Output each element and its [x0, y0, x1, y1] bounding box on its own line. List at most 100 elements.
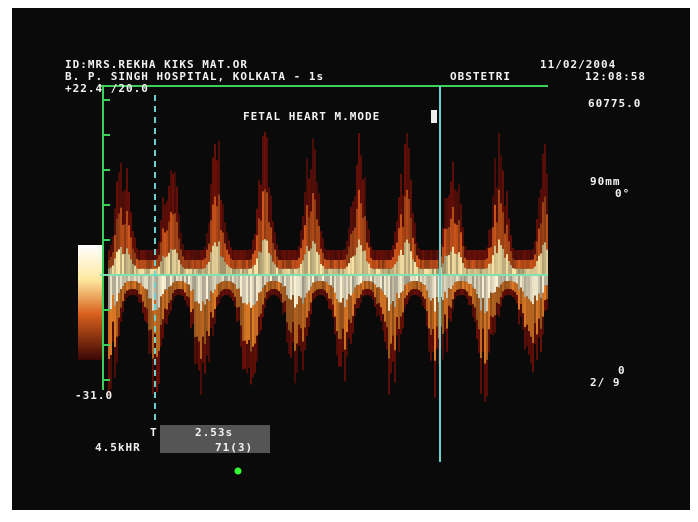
spectrum-column [444, 229, 446, 256]
spectrum-column [338, 275, 340, 302]
spectrum-column [264, 132, 266, 189]
spectrum-column [252, 254, 254, 266]
spectrum-column [198, 260, 200, 269]
spectrum-column [116, 337, 118, 363]
spectrum-column [542, 293, 544, 317]
spectrum-column [538, 229, 540, 256]
spectrum-column [476, 275, 478, 294]
spectrum-column [302, 275, 304, 304]
spectrum-column [262, 288, 264, 305]
spectrum-column [126, 211, 128, 248]
spectrum-column [132, 231, 134, 249]
spectrum-column [314, 282, 316, 291]
spectrum-column [170, 170, 172, 212]
spectrum-column [462, 246, 464, 263]
spectrum-column [412, 281, 414, 289]
spectrum-column [450, 275, 452, 289]
spectrum-column [418, 290, 420, 296]
spectrum-column [118, 213, 120, 249]
spectrum-column [446, 298, 448, 329]
spectrum-column [464, 290, 466, 296]
spectrum-column [462, 227, 464, 246]
spectrum-column [150, 330, 152, 353]
spectrum-column [434, 275, 436, 312]
spectrum-column [260, 185, 262, 221]
spectrum-column [184, 260, 186, 269]
spectrum-column [544, 286, 546, 300]
spectrum-column [350, 234, 352, 258]
spectrum-column [158, 275, 160, 308]
spectrum-column [116, 275, 118, 301]
spectrum-column [300, 328, 302, 351]
spectrum-column [194, 250, 196, 260]
spectrum-column [444, 292, 446, 315]
time-value: 2.53s [195, 426, 233, 439]
spectrum-column [250, 275, 252, 308]
spectrum-column [296, 344, 298, 373]
spectrum-column [178, 214, 180, 238]
spectrum-column [140, 295, 142, 303]
spectrum-column [474, 250, 476, 260]
spectrum-column [206, 275, 208, 299]
spectrum-column [526, 325, 528, 346]
spectrum-column [454, 224, 456, 254]
spectrum-column [158, 241, 160, 254]
spectrum-column [352, 293, 354, 316]
spectrum-column [534, 266, 536, 275]
spectrum-column [232, 275, 234, 283]
spectrum-column [516, 275, 518, 284]
spectrum-column [294, 250, 296, 260]
spectrum-column [274, 233, 276, 250]
spectrum-column [188, 260, 190, 269]
spectrum-column [146, 275, 148, 289]
spectrum-column [366, 289, 368, 295]
spectrum-column [198, 275, 200, 304]
spectrum-column [192, 260, 194, 269]
spectrum-column [260, 275, 262, 292]
spectrum-column [162, 228, 164, 255]
spectrum-column [408, 282, 410, 292]
spectrum-column [262, 275, 264, 288]
spectrum-column [232, 293, 234, 301]
spectrum-column [514, 250, 516, 260]
spectrum-column [270, 289, 272, 295]
spectrum-column [390, 275, 392, 304]
spectrum-column [176, 222, 178, 253]
spectrum-column [172, 214, 174, 249]
spectrum-column [346, 275, 348, 300]
spectrum-column [522, 250, 524, 260]
spectrum-column [446, 229, 448, 256]
spectrum-column [406, 295, 408, 304]
spectrum-column [402, 255, 404, 275]
spectrum-column [144, 260, 146, 269]
spectrum-column [234, 297, 236, 306]
spectrum-column [282, 250, 284, 260]
spectrum-column [486, 311, 488, 360]
spectrum-column [492, 293, 494, 317]
spectrum-column [212, 275, 214, 293]
spectrum-column [242, 303, 244, 341]
spectrum-column [306, 318, 308, 336]
spectrum-column [530, 275, 532, 301]
spectrum-column [414, 262, 416, 275]
spectrum-column [320, 249, 322, 264]
spectrum-column [542, 275, 544, 293]
spectrum-column [406, 284, 408, 296]
spectrum-column [250, 259, 252, 268]
spectrum-column [114, 306, 116, 347]
spectrum-column [308, 217, 310, 251]
spectrum-column [168, 253, 170, 275]
spectrum-column [430, 250, 432, 260]
spectrum-column [320, 264, 322, 275]
spectrum-column [522, 313, 524, 329]
spectrum-column [374, 285, 376, 298]
spectrum-column [218, 284, 220, 295]
spectrum-column [488, 230, 490, 248]
spectrum-column [518, 250, 520, 260]
spectrum-column [130, 289, 132, 295]
spectrum-column [510, 265, 512, 275]
spectrum-column [298, 296, 300, 324]
spectrum-column [476, 260, 478, 269]
spectrum-column [262, 191, 264, 240]
spectrum-column [506, 225, 508, 254]
